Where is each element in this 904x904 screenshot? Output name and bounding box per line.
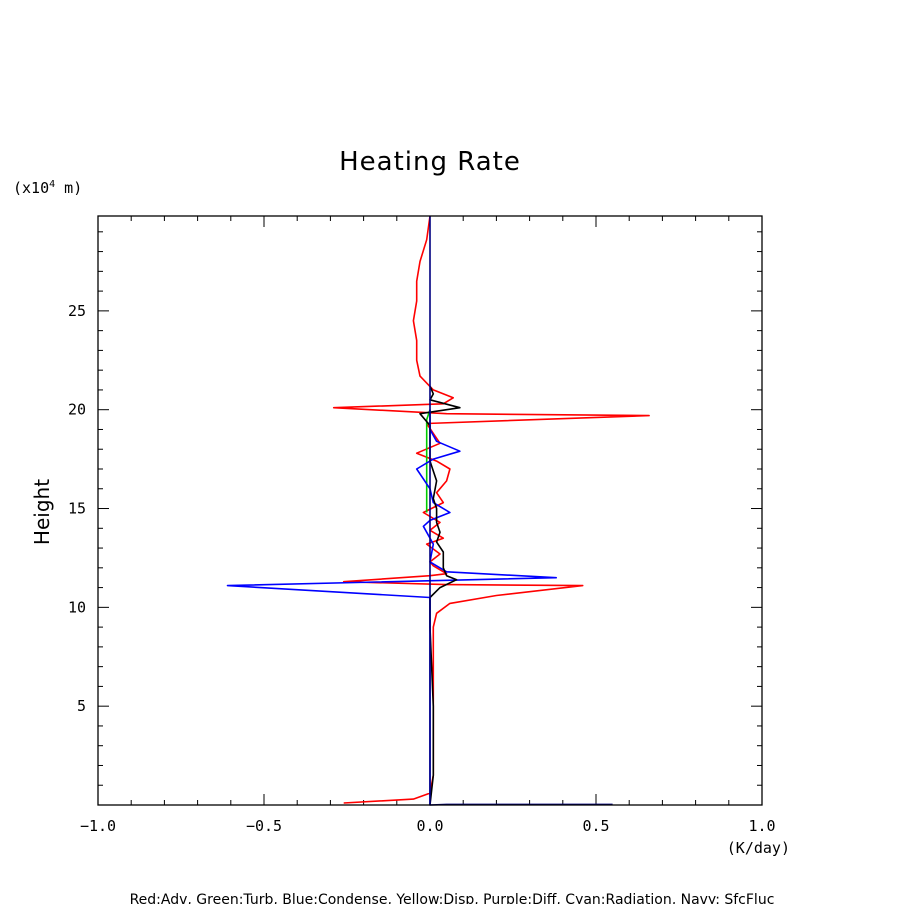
y-tick-label: 15 (68, 500, 86, 518)
plot-frame (97, 215, 763, 806)
y-tick-label: 20 (68, 401, 86, 419)
y-axis-label: Height (30, 479, 54, 545)
y-unit-label: (x104 m) (13, 179, 82, 197)
x-tick-label: −0.5 (246, 817, 282, 835)
series-line-turb (425, 409, 431, 513)
axis-tick-labels: −1.0 −0.5 0.0 0.5 1.0 5 10 15 20 25 (68, 302, 776, 835)
chart-title: Heating Rate (339, 147, 521, 177)
x-tick-label: 0.0 (416, 817, 443, 835)
x-tick-label: −1.0 (80, 817, 116, 835)
y-unit-base: (x10 (13, 179, 49, 197)
y-unit-exponent: 4 (49, 179, 55, 190)
x-axis-label: (K/day) (727, 839, 790, 857)
series-line-adv (332, 215, 650, 804)
x-tick-label: 1.0 (748, 817, 775, 835)
y-tick-label: 10 (68, 598, 86, 616)
y-unit-tail: m) (55, 179, 82, 197)
y-tick-label: 5 (77, 697, 86, 715)
legend: Red:Adv, Green:Turb, Blue:Condense, Yell… (130, 892, 775, 904)
series-line-condense (226, 409, 558, 805)
x-tick-label: 0.5 (582, 817, 609, 835)
y-tick-label: 25 (68, 302, 86, 320)
